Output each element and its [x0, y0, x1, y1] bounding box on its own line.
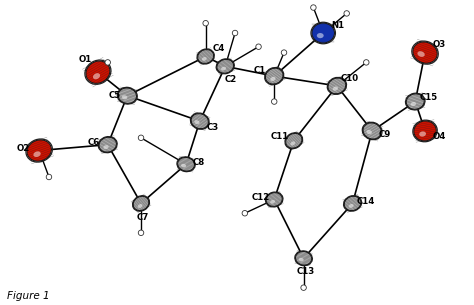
Ellipse shape	[221, 67, 226, 70]
Circle shape	[310, 5, 316, 10]
Text: C6: C6	[88, 138, 100, 147]
Ellipse shape	[414, 121, 436, 141]
Circle shape	[138, 230, 144, 235]
Ellipse shape	[299, 258, 304, 261]
Circle shape	[364, 60, 369, 65]
Ellipse shape	[198, 50, 214, 63]
Ellipse shape	[418, 51, 425, 57]
Text: C4: C4	[212, 44, 225, 53]
Ellipse shape	[317, 33, 324, 38]
Ellipse shape	[138, 204, 142, 208]
Ellipse shape	[27, 140, 51, 161]
Text: C5: C5	[109, 91, 121, 100]
Ellipse shape	[265, 68, 283, 84]
Ellipse shape	[413, 42, 437, 63]
Circle shape	[232, 30, 238, 36]
Ellipse shape	[202, 57, 207, 61]
Ellipse shape	[122, 95, 128, 99]
Text: C14: C14	[357, 197, 375, 206]
Ellipse shape	[286, 133, 302, 148]
Circle shape	[242, 210, 247, 216]
Text: O2: O2	[17, 144, 30, 153]
Circle shape	[203, 20, 209, 26]
Ellipse shape	[181, 164, 186, 167]
Text: O3: O3	[433, 40, 447, 49]
Circle shape	[272, 99, 277, 104]
Circle shape	[46, 174, 52, 180]
Text: C9: C9	[379, 130, 391, 139]
Ellipse shape	[217, 59, 234, 73]
Text: N1: N1	[331, 21, 345, 30]
Ellipse shape	[270, 77, 275, 81]
Ellipse shape	[191, 114, 209, 129]
Ellipse shape	[194, 120, 200, 124]
Text: C12: C12	[251, 193, 270, 202]
Ellipse shape	[33, 151, 41, 157]
Circle shape	[256, 44, 261, 49]
Text: C7: C7	[137, 213, 149, 222]
Circle shape	[301, 285, 306, 290]
Ellipse shape	[86, 61, 110, 83]
Text: C8: C8	[192, 158, 205, 167]
Ellipse shape	[178, 157, 194, 171]
Circle shape	[344, 11, 349, 16]
Text: O1: O1	[79, 55, 92, 64]
Circle shape	[105, 60, 110, 65]
Ellipse shape	[333, 87, 338, 91]
Ellipse shape	[348, 204, 354, 208]
Ellipse shape	[419, 131, 426, 137]
Ellipse shape	[410, 102, 416, 106]
Ellipse shape	[118, 88, 137, 103]
Ellipse shape	[93, 73, 100, 79]
Ellipse shape	[328, 78, 346, 94]
Ellipse shape	[103, 145, 109, 149]
Text: C10: C10	[340, 74, 359, 83]
Text: C11: C11	[271, 132, 289, 141]
Text: O4: O4	[433, 132, 447, 141]
Text: C3: C3	[206, 123, 219, 131]
Ellipse shape	[99, 137, 117, 152]
Ellipse shape	[291, 142, 295, 145]
Text: Figure 1: Figure 1	[7, 291, 49, 301]
Text: C1: C1	[254, 66, 265, 75]
Ellipse shape	[312, 23, 335, 43]
Ellipse shape	[270, 200, 275, 203]
Ellipse shape	[295, 251, 312, 265]
Ellipse shape	[406, 94, 424, 109]
Text: C13: C13	[296, 267, 315, 277]
Ellipse shape	[366, 130, 372, 134]
Text: C2: C2	[225, 74, 237, 84]
Ellipse shape	[344, 196, 361, 210]
Text: C15: C15	[420, 93, 438, 102]
Circle shape	[281, 50, 287, 55]
Ellipse shape	[363, 123, 381, 139]
Circle shape	[138, 135, 144, 141]
Ellipse shape	[266, 193, 282, 206]
Ellipse shape	[133, 196, 149, 210]
